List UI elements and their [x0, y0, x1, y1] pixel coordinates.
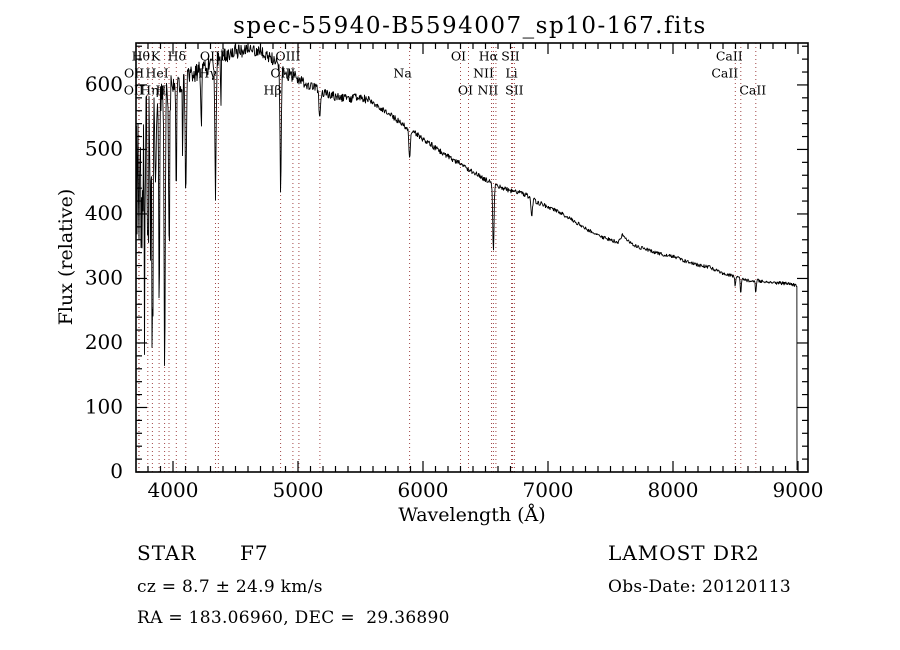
line-label: OI: [451, 49, 466, 64]
line-label: NII: [477, 83, 498, 98]
x-axis-label: Wavelength (Å): [398, 504, 545, 526]
plot-frame: [135, 42, 809, 473]
y-tick-label: 0: [110, 459, 123, 483]
x-tick-label: 7000: [523, 478, 574, 502]
y-tick-label: 500: [85, 136, 123, 160]
line-label: OI: [458, 83, 473, 98]
line-label: SII: [501, 49, 520, 64]
axes-layer: [135, 42, 809, 473]
line-label: CaII: [739, 83, 766, 98]
line-label: Na: [393, 66, 412, 81]
line-label: Li: [505, 66, 517, 81]
line-label: K: [151, 49, 161, 64]
ra-dec-value: RA = 183.06960, DEC = 29.36890: [137, 608, 450, 628]
line-label: Hβ: [264, 83, 282, 98]
cz-value: cz = 8.7 ± 24.9 km/s: [137, 577, 323, 597]
spectrum-trace: [135, 44, 798, 471]
obs-date-value: Obs-Date: 20120113: [608, 577, 791, 597]
line-label: NII: [473, 66, 494, 81]
y-axis-label: Flux (relative): [55, 189, 77, 326]
x-tick-label: 6000: [398, 478, 449, 502]
y-tick-label: 400: [85, 201, 123, 225]
line-label: Hη: [140, 83, 158, 98]
line-label: Hθ: [132, 49, 150, 64]
line-label: OII: [124, 66, 144, 81]
y-tick-label: 300: [85, 266, 123, 290]
tick-labels-layer: 4000 5000 6000 7000 8000 9000 0 100 200 300 400 500…: [85, 72, 824, 502]
line-label: OII: [124, 83, 144, 98]
y-tick-label: 200: [85, 330, 123, 354]
spectrum-trace-layer: [135, 44, 798, 471]
line-label: CaII: [716, 49, 743, 64]
line-label: SII: [505, 83, 524, 98]
object-type-label: STAR: [137, 541, 196, 565]
x-tick-label: 9000: [773, 478, 824, 502]
line-markers-layer: [138, 43, 757, 472]
line-label: Hδ: [168, 49, 186, 64]
line-label: CaII: [711, 66, 738, 81]
y-tick-label: 100: [85, 395, 123, 419]
survey-label: LAMOST DR2: [608, 541, 760, 565]
x-tick-label: 5000: [273, 478, 324, 502]
x-tick-label: 4000: [148, 478, 199, 502]
subclass-label: F7: [240, 541, 269, 565]
plot-title: spec-55940-B5594007_sp10-167.fits: [233, 13, 707, 39]
y-tick-label: 600: [85, 72, 123, 96]
line-label: HeI: [145, 66, 168, 81]
line-label: OIII: [275, 49, 300, 64]
x-tick-label: 8000: [648, 478, 699, 502]
line-label: Hα: [479, 49, 499, 64]
